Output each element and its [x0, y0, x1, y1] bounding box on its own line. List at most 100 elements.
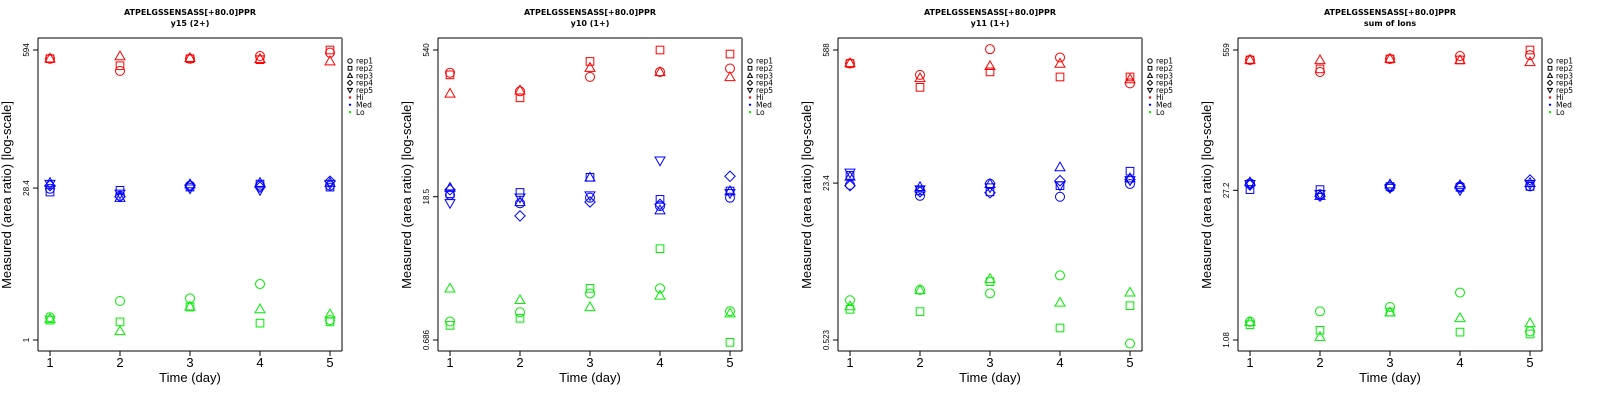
data-point-lo-rep1	[445, 316, 455, 327]
data-point-lo-rep2	[445, 321, 455, 330]
legend-dot-icon	[1548, 96, 1552, 99]
y-axis-label: Measured (area ratio) [log-scale]	[1199, 101, 1214, 289]
legend-dot-icon	[348, 103, 352, 107]
data-point-med-rep4	[984, 186, 996, 199]
legend-label: rep2	[1156, 64, 1173, 73]
legend-dot-icon	[1148, 110, 1152, 114]
data-point-hi-rep2	[1245, 55, 1255, 65]
legend-label: rep1	[356, 57, 373, 66]
legend-label: Hi	[756, 93, 764, 102]
data-point-hi-rep2	[115, 61, 125, 71]
data-point-lo-rep1	[1385, 301, 1395, 312]
chart-panel: ATPELGSSENSASS[+80.0]PPR y15 (2+) 1 28.4 594…	[0, 8, 373, 385]
data-point-lo-rep3	[1454, 311, 1466, 323]
data-point-med-rep4	[724, 170, 736, 183]
data-point-med-rep3	[514, 196, 526, 207]
data-point-med-rep4	[1314, 190, 1326, 202]
y-tick-label: 18.5	[422, 188, 431, 204]
data-point-hi-rep3	[44, 52, 56, 63]
legend-dot-icon	[1148, 103, 1152, 107]
data-point-hi-rep3	[1454, 54, 1466, 65]
data-point-hi-rep3	[1524, 56, 1536, 67]
legend-dot-icon	[1148, 96, 1152, 99]
panel-title: ATPELGSSENSASS[+80.0]PPR	[1324, 8, 1456, 17]
data-point-hi-rep2	[915, 83, 925, 92]
data-point-lo-rep2	[515, 313, 525, 323]
data-point-lo-rep2	[115, 317, 125, 327]
data-point-lo-rep3	[254, 303, 266, 314]
panel-subtitle: y10 (1+)	[571, 19, 610, 28]
data-point-med-rep3	[584, 171, 596, 182]
legend-dot-icon	[748, 103, 752, 107]
data-point-hi-rep1	[1315, 66, 1325, 77]
legend-diamond-icon	[746, 79, 754, 87]
legend-dot-icon	[348, 110, 352, 114]
data-point-hi-rep3	[1244, 53, 1256, 64]
y-tick-label: 27.2	[1222, 182, 1231, 198]
legend-label: Lo	[1556, 108, 1565, 117]
data-point-hi-rep3	[444, 87, 456, 98]
data-point-med-rep1	[515, 198, 525, 209]
data-point-med-rep1	[915, 190, 925, 201]
data-point-hi-rep3	[1314, 54, 1326, 65]
legend-diamond-icon	[346, 79, 354, 87]
data-point-med-rep5	[1524, 180, 1536, 191]
data-point-lo-rep1	[845, 295, 855, 306]
data-point-lo-rep1	[725, 306, 735, 317]
legend-dot-icon	[1548, 110, 1552, 114]
data-point-med-rep5	[1384, 183, 1396, 195]
data-point-med-rep4	[254, 181, 266, 193]
x-tick-label: 2	[1316, 355, 1323, 370]
data-point-med-rep4	[1524, 174, 1536, 186]
data-point-lo-rep1	[1125, 338, 1135, 349]
data-point-med-rep1	[655, 201, 665, 212]
data-point-lo-rep3	[114, 325, 126, 336]
data-point-hi-rep3	[584, 61, 596, 72]
x-tick-label: 2	[116, 355, 123, 370]
data-point-med-rep5	[984, 183, 996, 194]
y-tick-label: 28.4	[22, 180, 31, 196]
legend-label: Med	[756, 101, 772, 110]
x-axis-label: Time (day)	[559, 370, 621, 385]
x-tick-label: 3	[986, 355, 993, 370]
data-point-hi-rep2	[725, 49, 735, 59]
data-point-lo-rep3	[514, 293, 526, 304]
data-point-lo-rep2	[1455, 327, 1465, 337]
data-point-hi-rep1	[325, 47, 335, 58]
data-point-med-rep4	[844, 179, 856, 192]
data-point-med-rep5	[444, 199, 456, 210]
data-point-med-rep5	[1054, 181, 1066, 192]
x-tick-label: 4	[256, 355, 263, 370]
data-point-med-rep5	[514, 193, 526, 204]
data-point-hi-rep3	[914, 71, 926, 83]
data-point-hi-rep1	[1525, 50, 1535, 61]
data-points	[844, 44, 1136, 349]
data-point-hi-rep2	[325, 45, 335, 55]
data-point-hi-rep1	[1455, 51, 1465, 62]
data-point-lo-rep2	[1525, 329, 1535, 339]
legend-label: Lo	[356, 108, 365, 117]
legend-label: rep4	[1556, 79, 1573, 88]
legend-dot-icon	[348, 96, 352, 99]
data-point-lo-rep3	[324, 308, 336, 319]
legend-dot-icon	[748, 96, 752, 99]
legend-label: rep3	[1156, 71, 1173, 80]
legend-diamond-icon	[1546, 79, 1554, 87]
legend-label: Med	[356, 101, 372, 110]
data-point-med-rep4	[184, 179, 196, 192]
data-point-lo-rep1	[1455, 287, 1465, 298]
data-point-lo-rep3	[1124, 286, 1136, 297]
data-point-med-rep4	[324, 175, 336, 188]
legend-label: rep4	[756, 79, 773, 88]
legend-label: rep5	[1156, 86, 1173, 95]
data-point-med-rep4	[914, 186, 926, 198]
legend-label: rep5	[356, 86, 373, 95]
data-point-lo-rep3	[444, 282, 456, 293]
legend-dot-icon	[1548, 103, 1552, 107]
legend-triangle-down-icon	[746, 87, 754, 94]
data-point-hi-rep1	[845, 58, 855, 69]
y-tick-label: 559	[1222, 43, 1231, 57]
